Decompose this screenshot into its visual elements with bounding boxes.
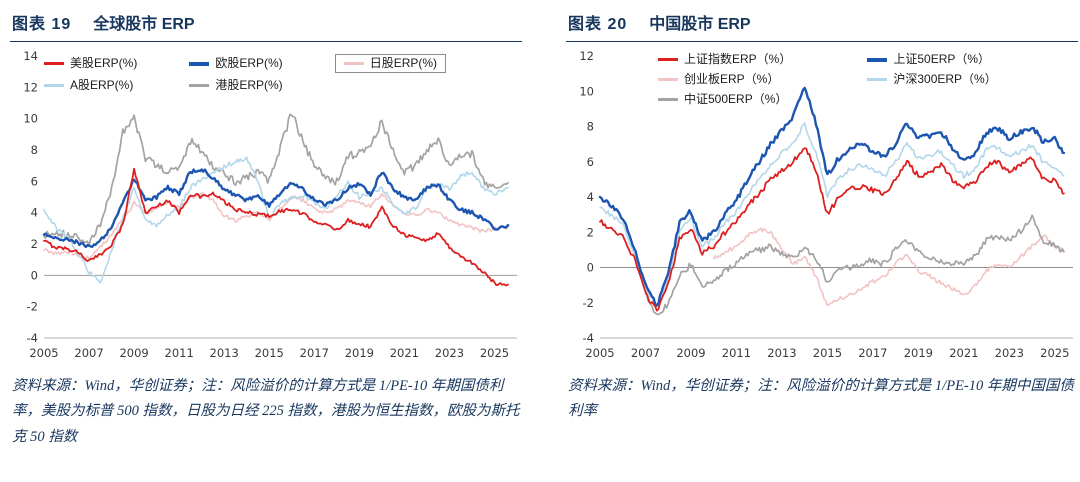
legend-item-1: 上证50ERP（%） [867, 52, 996, 67]
x-tick-label: 2011 [165, 346, 194, 360]
y-tick-label: 8 [587, 120, 594, 134]
x-tick-label: 2007 [74, 346, 103, 360]
legend-label: 上证50ERP（%） [893, 52, 991, 66]
y-tick-label: 0 [31, 268, 38, 282]
legend-line-swatch [189, 61, 210, 66]
x-tick-label: 2025 [480, 346, 509, 360]
series-line-0 [43, 167, 509, 287]
figure-header-global: 图表 19 全球股市 ERP [10, 8, 522, 42]
legend-label: 美股ERP(%) [70, 56, 138, 70]
x-tick-label: 2011 [722, 346, 751, 360]
series-line-4 [644, 214, 1065, 316]
legend-china: 上证指数ERP（%） 上证50ERP（%） 创业板ERP（%） 沪深300ERP（%）… [658, 52, 997, 107]
china-erp-line-chart: -4 -2 0 2 4 6 8 10 12 2005 2007 2009 2011 2013 2015 201… [579, 49, 1073, 360]
figure-label: 图表 19 [12, 16, 72, 33]
legend-label: 中证500ERP（%） [684, 92, 788, 106]
legend-line-swatch [867, 57, 888, 62]
x-tick-label: 2019 [345, 346, 374, 360]
series-line-1 [42, 168, 510, 249]
x-tick-label: 2021 [390, 346, 419, 360]
y-tick-label: 4 [31, 206, 38, 220]
legend-label: 港股ERP(%) [215, 78, 283, 92]
x-tick-label: 2017 [858, 346, 887, 360]
legend-item-2: 日股ERP(%) [334, 54, 447, 73]
global-erp-line-chart: -4 -2 0 2 4 6 8 10 12 14 2005 2007 2009 2011 2013 2015 2… [23, 49, 517, 360]
legend-item-3: A股ERP(%) [44, 78, 137, 93]
x-tick-label: 2013 [767, 346, 796, 360]
y-tick-label: 10 [23, 112, 38, 126]
legend-label: 创业板ERP（%） [684, 72, 780, 86]
legend-item-3: 沪深300ERP（%） [867, 72, 997, 87]
y-tick-label: 0 [587, 261, 594, 275]
legend-line-swatch [44, 84, 64, 87]
x-tick-label: 2015 [255, 346, 284, 360]
legend-item-0: 美股ERP(%) [44, 54, 137, 73]
panel-china-erp: 图表 20 中国股市 ERP -4 -2 0 2 4 6 8 10 12 2005 2007 2009… [566, 8, 1078, 450]
x-tick-label: 2009 [119, 346, 148, 360]
y-tick-label: 6 [587, 155, 594, 169]
legend-item-4: 中证500ERP（%） [658, 92, 791, 107]
y-tick-label: 10 [579, 84, 594, 98]
x-tick-label: 2019 [904, 346, 933, 360]
legend-item-0: 上证指数ERP（%） [658, 52, 791, 67]
legend-line-swatch [658, 98, 678, 101]
legend-line-swatch [867, 78, 888, 81]
y-tick-label: -2 [27, 300, 38, 314]
legend-item-1: 欧股ERP(%) [189, 54, 283, 73]
series-line-2 [712, 227, 1065, 307]
y-tick-label: -4 [583, 331, 594, 345]
legend-item-2: 创业板ERP（%） [658, 72, 791, 87]
figure-title: 中国股市 ERP [649, 16, 751, 33]
chart-area-china: -4 -2 0 2 4 6 8 10 12 2005 2007 2009 2011 2013 2015 201… [566, 46, 1078, 364]
y-tick-label: 4 [587, 190, 594, 204]
source-note-global: 资料来源：Wind，华创证券；注：风险溢价的计算方式是 1/PE-10 年期国债… [12, 378, 520, 445]
legend-item-4: 港股ERP(%) [189, 78, 283, 93]
x-tick-label: 2009 [676, 346, 705, 360]
x-tick-label: 2015 [813, 346, 842, 360]
y-tick-label: -2 [583, 296, 594, 310]
series-line-3 [599, 122, 1065, 308]
x-tick-label: 2007 [631, 346, 660, 360]
x-tick-label: 2005 [585, 346, 614, 360]
x-tick-label: 2017 [300, 346, 329, 360]
x-tick-label: 2013 [210, 346, 239, 360]
figure-label: 图表 20 [568, 16, 628, 33]
y-tick-label: 2 [31, 237, 38, 251]
legend-line-swatch [44, 62, 64, 65]
legend-line-swatch [658, 58, 678, 61]
legend-label: 上证指数ERP（%） [684, 52, 792, 66]
source-note-china: 资料来源：Wind，华创证券；注：风险溢价的计算方式是 1/PE-10 年期中国… [568, 378, 1074, 420]
legend-line-swatch [343, 62, 364, 65]
chart-area-global: -4 -2 0 2 4 6 8 10 12 14 2005 2007 2009 2011 2013 2015 2… [10, 46, 522, 364]
series-line-4 [43, 113, 509, 247]
x-tick-label: 2025 [1040, 346, 1069, 360]
legend-label: 日股ERP(%) [369, 56, 438, 70]
series-line-1 [598, 86, 1066, 307]
y-tick-label: 12 [579, 49, 594, 63]
y-tick-label: 6 [31, 174, 38, 188]
x-tick-label: 2021 [949, 346, 978, 360]
series-line-2 [43, 192, 509, 261]
x-tick-label: 2005 [29, 346, 58, 360]
x-tick-label: 2023 [435, 346, 464, 360]
legend-label: A股ERP(%) [70, 78, 134, 92]
legend-line-swatch [658, 78, 678, 81]
x-tick-label: 2023 [995, 346, 1024, 360]
figure-header-china: 图表 20 中国股市 ERP [566, 8, 1078, 42]
y-tick-label: 14 [23, 49, 38, 63]
y-tick-label: 8 [31, 143, 38, 157]
y-tick-label: 2 [587, 225, 594, 239]
y-tick-label: 12 [23, 80, 38, 94]
legend-line-swatch [189, 84, 210, 87]
series-line-0 [599, 147, 1065, 312]
y-tick-label: -4 [27, 331, 38, 345]
panel-global-erp: 图表 19 全球股市 ERP -4 -2 0 2 4 6 8 10 12 14 2005 2007 20… [10, 8, 522, 450]
figure-title: 全球股市 ERP [93, 16, 195, 33]
legend-label: 沪深300ERP（%） [893, 72, 997, 86]
legend-global: 美股ERP(%) 欧股ERP(%) 日股ERP(%) A股ERP(%) 港股ERP(%) [44, 54, 447, 93]
legend-label: 欧股ERP(%) [215, 56, 283, 70]
report-figures-row: 图表 19 全球股市 ERP -4 -2 0 2 4 6 8 10 12 14 2005 2007 20… [10, 8, 1078, 450]
